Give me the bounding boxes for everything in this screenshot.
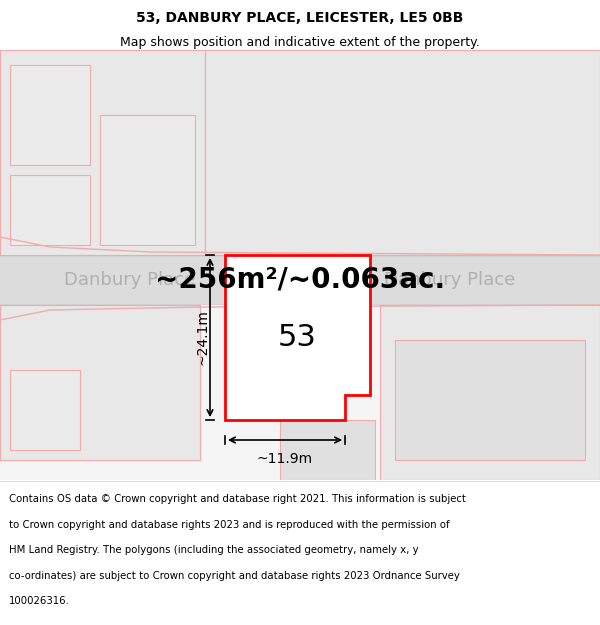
Text: ~24.1m: ~24.1m — [195, 309, 209, 366]
Bar — [395, 340, 585, 460]
Text: Contains OS data © Crown copyright and database right 2021. This information is : Contains OS data © Crown copyright and d… — [9, 494, 466, 504]
Text: to Crown copyright and database rights 2023 and is reproduced with the permissio: to Crown copyright and database rights 2… — [9, 520, 449, 530]
Bar — [100, 115, 195, 245]
Bar — [0, 305, 600, 480]
Bar — [0, 257, 600, 303]
Polygon shape — [225, 255, 370, 420]
Text: co-ordinates) are subject to Crown copyright and database rights 2023 Ordnance S: co-ordinates) are subject to Crown copyr… — [9, 571, 460, 581]
Text: Danbury Place: Danbury Place — [385, 271, 515, 289]
Bar — [280, 420, 375, 480]
Text: ~11.9m: ~11.9m — [257, 452, 313, 466]
Text: 53, DANBURY PLACE, LEICESTER, LE5 0BB: 53, DANBURY PLACE, LEICESTER, LE5 0BB — [136, 11, 464, 25]
Text: 100026316.: 100026316. — [9, 596, 70, 606]
Bar — [10, 65, 90, 165]
Bar — [10, 175, 90, 245]
Bar — [10, 370, 80, 450]
Text: HM Land Registry. The polygons (including the associated geometry, namely x, y: HM Land Registry. The polygons (includin… — [9, 545, 419, 555]
Bar — [380, 305, 600, 480]
Text: Map shows position and indicative extent of the property.: Map shows position and indicative extent… — [120, 36, 480, 49]
Text: Danbury Place: Danbury Place — [64, 271, 196, 289]
Text: 53: 53 — [278, 323, 317, 352]
Bar — [0, 255, 600, 305]
Text: ~256m²/~0.063ac.: ~256m²/~0.063ac. — [155, 266, 445, 294]
Bar — [205, 50, 600, 255]
Bar — [0, 50, 205, 255]
Bar — [0, 305, 200, 460]
